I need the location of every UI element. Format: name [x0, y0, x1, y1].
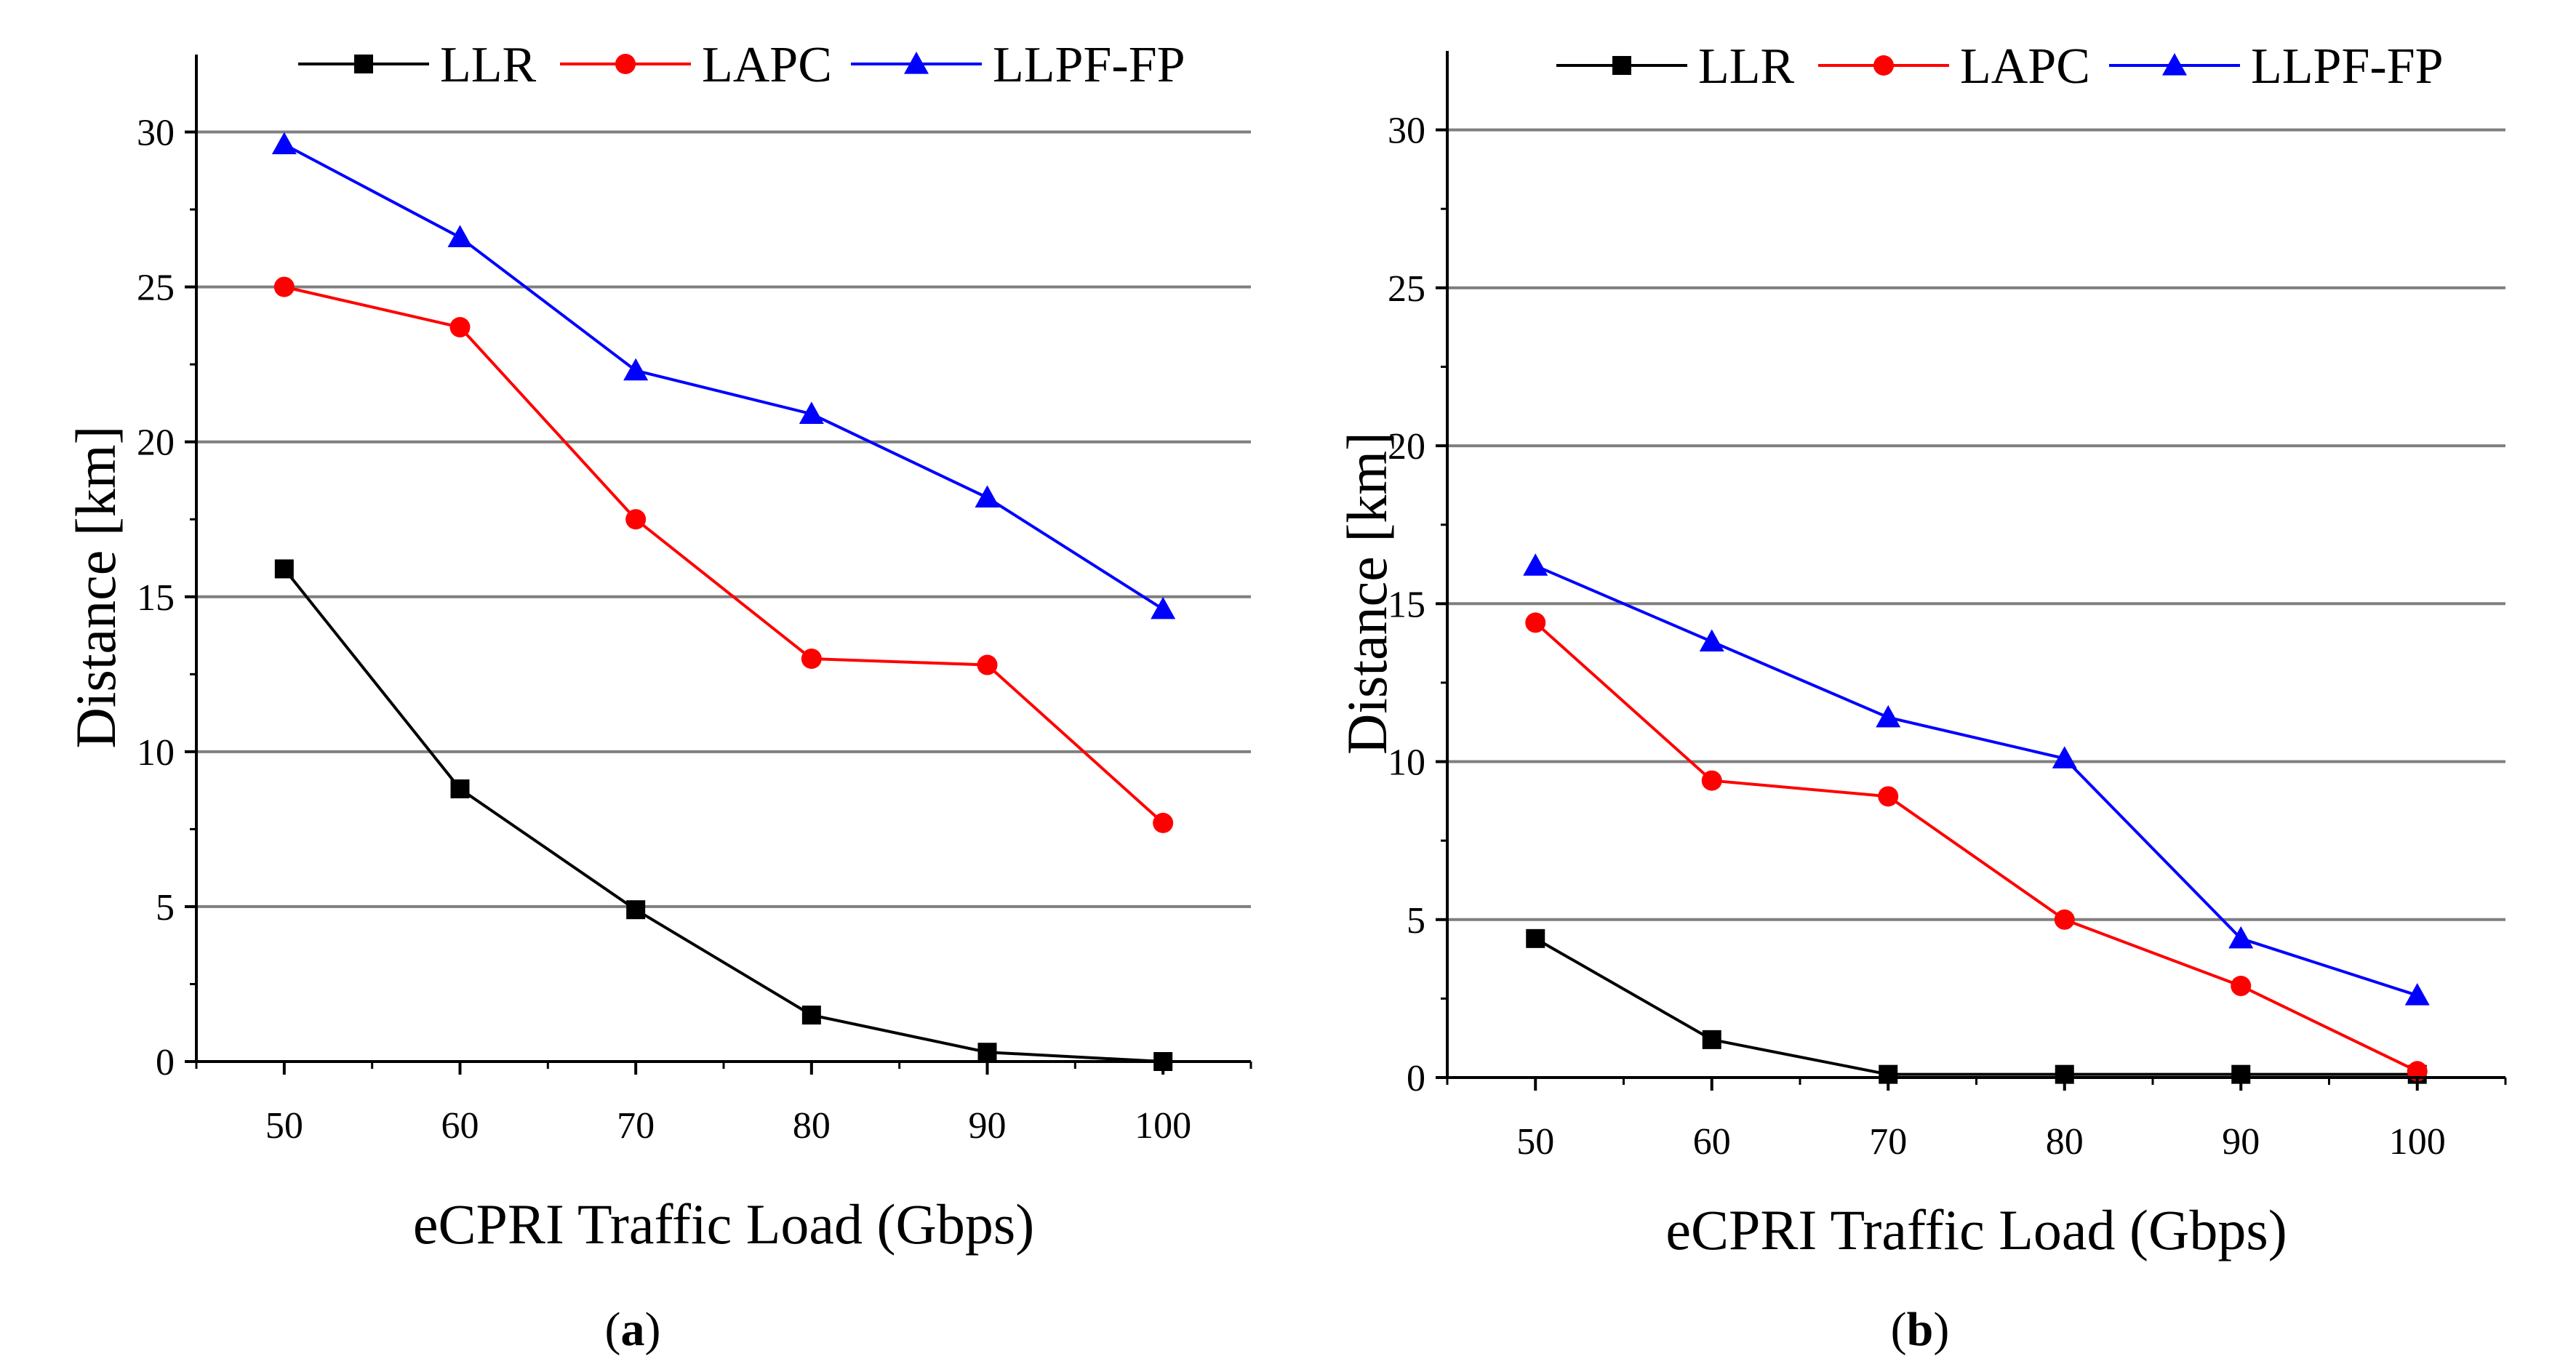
legend-marker — [904, 52, 929, 74]
x-tick-label: 80 — [2046, 1121, 2084, 1163]
y-tick-label: 15 — [137, 577, 175, 619]
data-point-lapc — [977, 654, 998, 675]
grid-lines — [196, 130, 1251, 908]
legend-marker — [1612, 56, 1631, 75]
y-tick-label: 20 — [137, 422, 175, 464]
data-point-llr — [1526, 928, 1545, 948]
x-tick-label: 100 — [1135, 1105, 1191, 1147]
legend-marker — [354, 55, 373, 73]
grid-lines — [1447, 128, 2505, 921]
legend: LLR LAPC LLPF-FP — [298, 37, 1185, 93]
data-point-llpf-fp — [2052, 746, 2077, 769]
x-tick-label: 70 — [617, 1105, 655, 1147]
data-point-lapc — [1701, 770, 1722, 791]
series-line-lapc — [1534, 621, 2418, 1073]
panel-caption-a: (a) — [605, 1303, 661, 1356]
data-point-llr — [274, 559, 294, 579]
data-point-llpf-fp — [623, 358, 649, 381]
data-point-lapc — [273, 276, 295, 297]
x-tick-label: 90 — [969, 1105, 1007, 1147]
data-point-lapc — [2231, 976, 2252, 997]
series-line-llr — [283, 568, 1164, 1063]
data-point-llpf-fp — [271, 132, 297, 155]
y-tick-label: 5 — [156, 887, 175, 928]
legend-label: LLR — [1698, 39, 1795, 95]
data-point-llpf-fp — [2228, 926, 2254, 949]
data-point-llr — [977, 1043, 997, 1062]
y-tick-label: 25 — [137, 268, 175, 309]
x-axis-label: eCPRI Traffic Load (Gbps) — [413, 1192, 1034, 1256]
tick-labels: 0 5 10 15 20 25 30 50 60 70 80 90 100 — [137, 113, 1191, 1147]
tick-labels: 0 5 10 15 20 25 30 50 60 70 80 90 100 — [1388, 111, 2446, 1163]
y-tick-label: 10 — [1388, 742, 1425, 784]
legend-label: LLPF-FP — [2251, 39, 2444, 95]
legend-marker — [615, 54, 636, 74]
x-tick-label: 100 — [2389, 1121, 2446, 1163]
series-layer — [1523, 553, 2430, 1084]
data-point-lapc — [801, 649, 822, 669]
y-tick-label: 10 — [137, 732, 175, 774]
axes — [1436, 51, 2507, 1091]
data-point-llpf-fp — [2404, 983, 2430, 1006]
x-axis-label: eCPRI Traffic Load (Gbps) — [1665, 1198, 2287, 1261]
legend-label: LAPC — [702, 37, 832, 93]
legend-marker — [2162, 53, 2187, 76]
data-point-llpf-fp — [1699, 629, 1724, 652]
chart-panel-b: 0 5 10 15 20 25 30 50 60 70 80 90 100 eCPRI Traffic … — [1335, 39, 2507, 1356]
data-point-llpf-fp — [975, 485, 1000, 508]
data-point-llpf-fp — [799, 401, 824, 424]
x-tick-label: 70 — [1869, 1121, 1907, 1163]
y-axis-label: Distance [km] — [64, 425, 127, 748]
y-tick-label: 30 — [1388, 111, 1425, 152]
x-tick-label: 80 — [793, 1105, 831, 1147]
y-axis-label: Distance [km] — [1335, 432, 1399, 755]
legend-label: LLR — [440, 37, 537, 93]
y-tick-label: 30 — [137, 113, 175, 154]
data-point-llpf-fp — [447, 225, 473, 248]
legend-label: LAPC — [1960, 39, 2090, 95]
series-line-lapc — [284, 285, 1164, 825]
x-tick-label: 50 — [1516, 1121, 1554, 1163]
data-point-lapc — [2054, 909, 2075, 930]
axes — [185, 55, 1252, 1075]
data-point-lapc — [1525, 612, 1546, 633]
data-point-llr — [626, 900, 646, 920]
data-point-llr — [1702, 1030, 1721, 1049]
data-point-lapc — [1878, 786, 1899, 807]
caption-letter: b — [1907, 1303, 1934, 1356]
x-tick-label: 50 — [265, 1105, 303, 1147]
y-tick-label: 25 — [1388, 268, 1425, 310]
x-tick-label: 60 — [1693, 1121, 1731, 1163]
data-point-llpf-fp — [1876, 705, 1901, 728]
caption-letter: a — [621, 1303, 645, 1356]
series-line-llpf-fp — [283, 143, 1164, 611]
y-tick-label: 5 — [1407, 900, 1425, 942]
data-point-lapc — [449, 317, 471, 338]
panel-caption-b: (b) — [1891, 1303, 1950, 1356]
y-tick-label: 20 — [1388, 426, 1425, 468]
data-point-llpf-fp — [1523, 553, 1548, 576]
y-tick-label: 0 — [1407, 1058, 1425, 1099]
y-tick-label: 15 — [1388, 584, 1425, 625]
legend: LLR LAPC LLPF-FP — [1556, 39, 2444, 95]
series-line-llr — [1535, 937, 2417, 1076]
chart-panel-a: 0 5 10 15 20 25 30 50 60 70 80 90 100 eCPRI Traffic … — [64, 37, 1252, 1356]
data-point-llr — [450, 779, 470, 798]
legend-label: LLPF-FP — [993, 37, 1185, 93]
x-tick-label: 60 — [441, 1105, 479, 1147]
data-point-llr — [801, 1006, 821, 1025]
series-layer — [271, 132, 1176, 1071]
y-tick-label: 0 — [156, 1042, 175, 1083]
data-point-lapc — [625, 509, 647, 530]
data-point-llpf-fp — [1151, 596, 1176, 619]
legend-marker — [1873, 55, 1894, 76]
x-tick-label: 90 — [2222, 1121, 2260, 1163]
series-line-llpf-fp — [1535, 564, 2418, 997]
data-point-lapc — [1153, 812, 1174, 833]
